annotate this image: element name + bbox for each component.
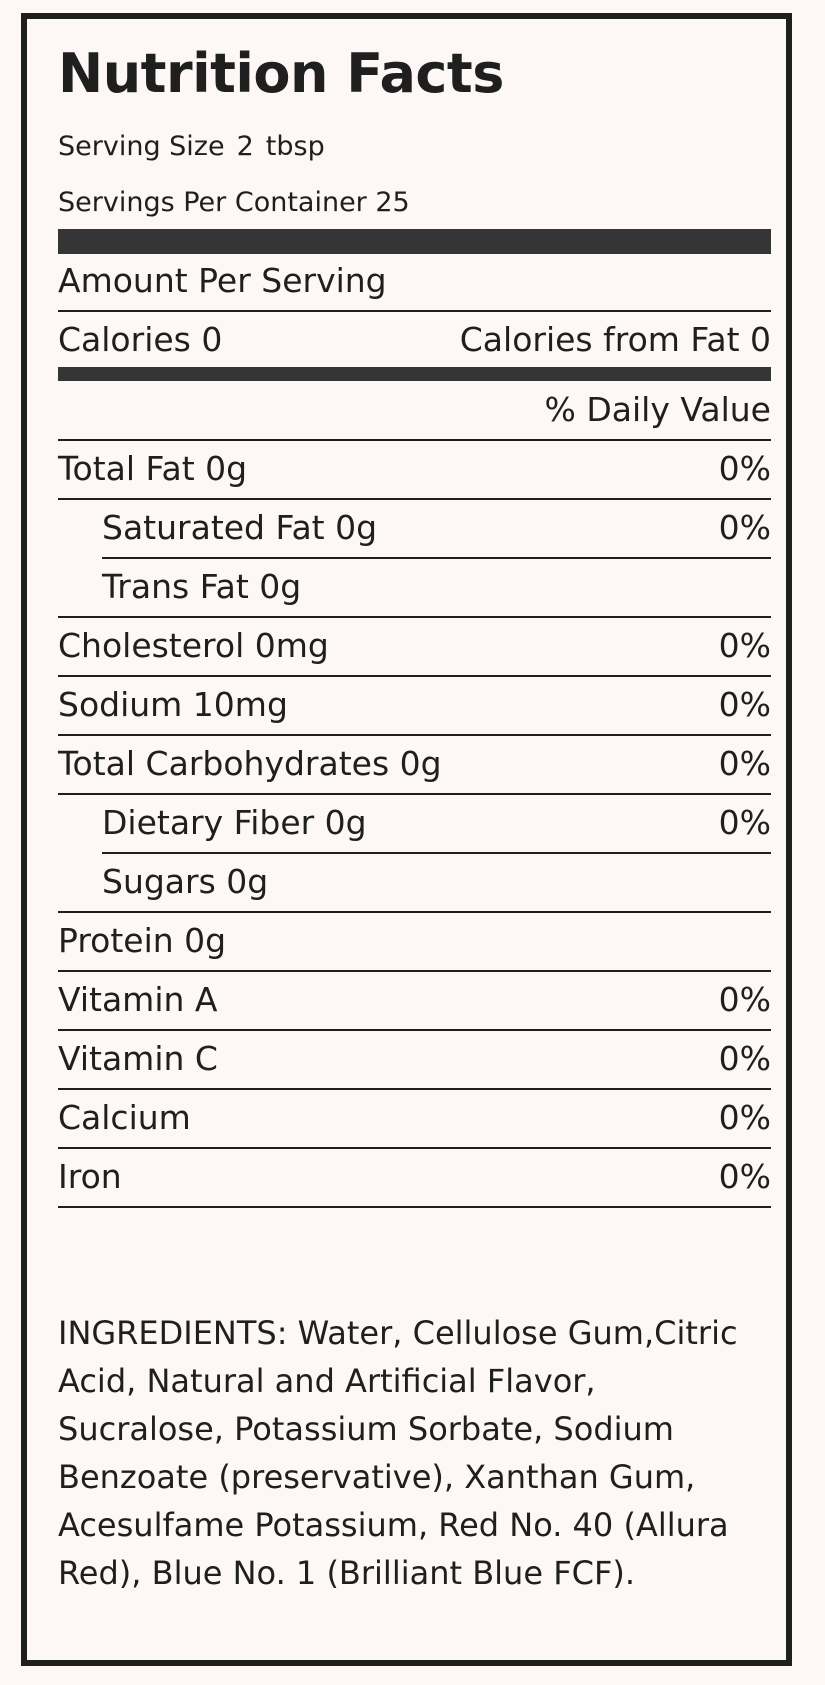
nutrient-row: Saturated Fat 0g 0% [102,497,771,559]
servings-per-container: Servings Per Container 25 [58,187,410,218]
nutrient-row: Trans Fat 0g [58,556,771,618]
serving-size-value: 2 [236,131,254,162]
nutrient-name: Vitamin C [58,1038,218,1078]
nutrient-dv: 0% [718,979,771,1019]
nutrient-row: Iron 0% [58,1146,771,1208]
label-title: Nutrition Facts [58,42,504,105]
nutrient-name: Cholesterol 0mg [58,625,329,665]
nutrient-dv: 0% [718,802,771,842]
serving-size: Serving Size 2 tbsp [58,131,325,162]
nutrient-row: Vitamin A 0% [58,969,771,1031]
nutrient-dv: 0% [718,684,771,724]
nutrient-row: Total Carbohydrates 0g 0% [58,733,771,795]
nutrient-dv: 0% [718,1097,771,1137]
nutrient-dv: 0% [718,1156,771,1196]
amount-per-serving: Amount Per Serving [58,260,387,300]
calories-from-fat: Calories from Fat 0 [459,319,771,359]
nutrient-name: Total Fat 0g [58,448,248,488]
daily-value-header: % Daily Value [544,389,771,429]
nutrient-dv: 0% [718,625,771,665]
nutrient-row: Sugars 0g [58,851,771,913]
nutrient-name: Vitamin A [58,979,218,1019]
daily-value-header-row: % Daily Value [58,379,771,441]
nutrient-name: Dietary Fiber 0g [102,802,367,842]
ingredients-text: INGREDIENTS: Water, Cellulose Gum,Citric… [58,1314,738,1592]
nutrient-dv: 0% [718,743,771,783]
calories-value: Calories 0 [58,319,223,359]
thick-divider-top [58,229,771,254]
nutrient-dv: 0% [718,1038,771,1078]
nutrient-row: Sodium 10mg 0% [58,674,771,736]
nutrient-name: Iron [58,1156,122,1196]
nutrient-name: Sodium 10mg [58,684,288,724]
nutrient-row: Vitamin C 0% [58,1028,771,1090]
nutrient-name: Total Carbohydrates 0g [58,743,442,783]
nutrient-name: Saturated Fat 0g [102,507,378,547]
serving-size-unit: tbsp [265,131,325,162]
nutrient-name: Calcium [58,1097,191,1137]
nutrient-row: Calcium 0% [58,1087,771,1149]
nutrient-row: Total Fat 0g 0% [58,438,771,500]
nutrient-name: Protein 0g [58,920,227,960]
nutrient-dv: 0% [718,507,771,547]
nutrient-row: Protein 0g [58,910,771,972]
calories-row: Calories 0 Calories from Fat 0 [58,308,771,370]
nutrient-name: Trans Fat 0g [102,566,302,606]
nutrient-row: Cholesterol 0mg 0% [58,615,771,677]
amount-per-serving-row: Amount Per Serving [58,250,771,312]
nutrition-label: Nutrition Facts Serving Size 2 tbsp Servin… [21,13,792,1666]
thick-divider-middle [58,367,771,381]
nutrient-row: Dietary Fiber 0g 0% [102,792,771,854]
nutrient-dv: 0% [718,448,771,488]
nutrient-name: Sugars 0g [102,861,269,901]
serving-size-label: Serving Size [58,131,225,162]
